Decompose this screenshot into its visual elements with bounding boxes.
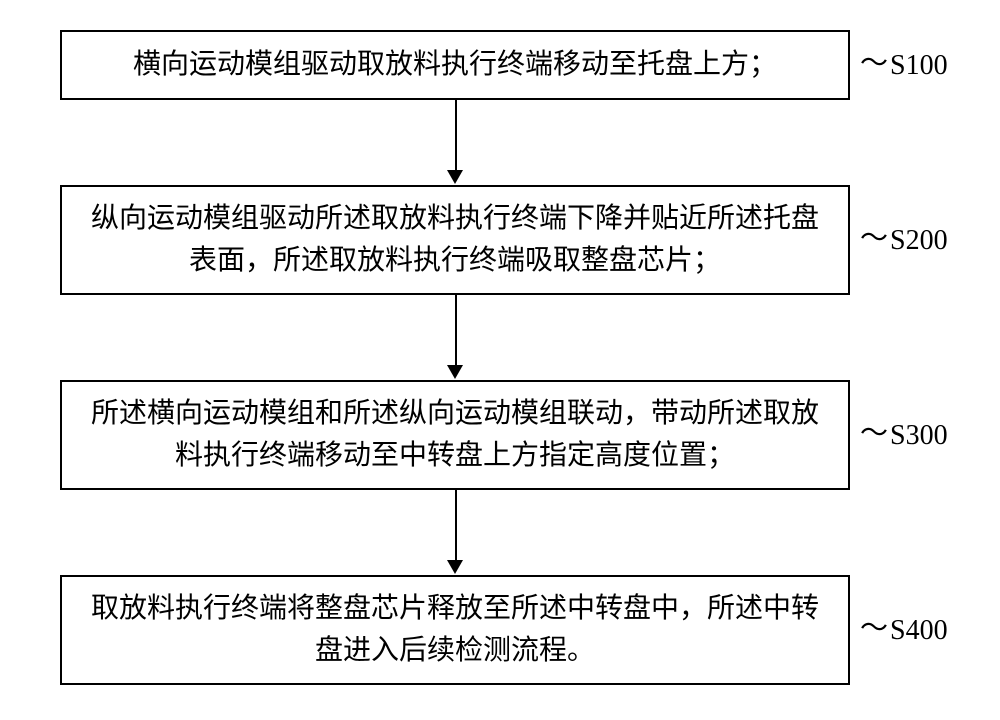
arrow-head-icon bbox=[447, 170, 463, 184]
step-label-s200: S200 bbox=[890, 225, 948, 257]
step-text: 纵向运动模组驱动所述取放料执行终端下降并贴近所述托盘表面，所述取放料执行终端吸取… bbox=[82, 198, 828, 282]
step-text: 所述横向运动模组和所述纵向运动模组联动，带动所述取放料执行终端移动至中转盘上方指… bbox=[82, 393, 828, 477]
step-box-s200: 纵向运动模组驱动所述取放料执行终端下降并贴近所述托盘表面，所述取放料执行终端吸取… bbox=[60, 185, 850, 295]
arrow-head-icon bbox=[447, 365, 463, 379]
step-text: 横向运动模组驱动取放料执行终端移动至托盘上方； bbox=[133, 44, 777, 86]
connector-glyph: ～ bbox=[860, 615, 888, 643]
step-box-s100: 横向运动模组驱动取放料执行终端移动至托盘上方； bbox=[60, 30, 850, 100]
arrow-head-icon bbox=[447, 560, 463, 574]
step-text: 取放料执行终端将整盘芯片释放至所述中转盘中，所述中转盘进入后续检测流程。 bbox=[82, 588, 828, 672]
connector-glyph: ～ bbox=[860, 50, 888, 78]
step-label-s400: S400 bbox=[890, 615, 948, 647]
step-label-s100: S100 bbox=[890, 50, 948, 82]
arrow bbox=[455, 295, 457, 365]
connector-glyph: ～ bbox=[860, 225, 888, 253]
flowchart-canvas: 横向运动模组驱动取放料执行终端移动至托盘上方； ～ S100 纵向运动模组驱动所… bbox=[0, 0, 1000, 720]
arrow bbox=[455, 490, 457, 560]
step-box-s300: 所述横向运动模组和所述纵向运动模组联动，带动所述取放料执行终端移动至中转盘上方指… bbox=[60, 380, 850, 490]
step-box-s400: 取放料执行终端将整盘芯片释放至所述中转盘中，所述中转盘进入后续检测流程。 bbox=[60, 575, 850, 685]
step-label-s300: S300 bbox=[890, 420, 948, 452]
arrow bbox=[455, 100, 457, 170]
connector-glyph: ～ bbox=[860, 420, 888, 448]
